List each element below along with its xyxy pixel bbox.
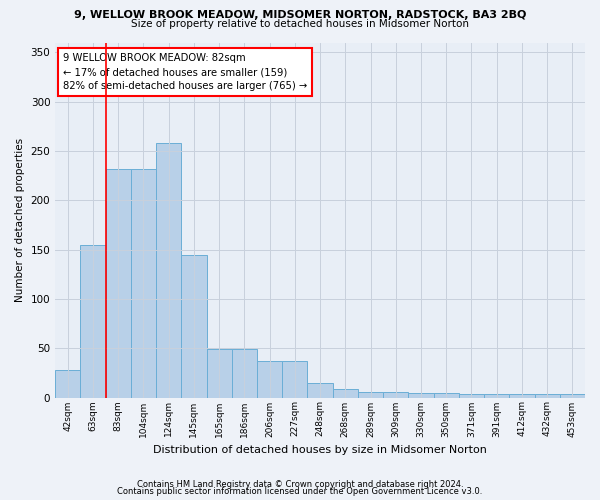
Text: Contains public sector information licensed under the Open Government Licence v3: Contains public sector information licen…: [118, 487, 482, 496]
Bar: [131, 168, 156, 398]
Bar: [509, 394, 535, 398]
Bar: [332, 388, 358, 398]
Bar: [535, 394, 560, 398]
Bar: [409, 392, 434, 398]
Bar: [459, 394, 484, 398]
Bar: [80, 244, 106, 398]
Text: 9 WELLOW BROOK MEADOW: 82sqm
← 17% of detached houses are smaller (159)
82% of s: 9 WELLOW BROOK MEADOW: 82sqm ← 17% of de…: [63, 53, 307, 91]
Text: Size of property relative to detached houses in Midsomer Norton: Size of property relative to detached ho…: [131, 19, 469, 29]
Bar: [282, 361, 307, 398]
Bar: [257, 361, 282, 398]
Bar: [55, 370, 80, 398]
Bar: [232, 349, 257, 398]
Bar: [484, 394, 509, 398]
Bar: [560, 394, 585, 398]
Bar: [206, 349, 232, 398]
Bar: [181, 254, 206, 398]
Y-axis label: Number of detached properties: Number of detached properties: [15, 138, 25, 302]
Bar: [307, 382, 332, 398]
Bar: [358, 392, 383, 398]
Bar: [156, 143, 181, 398]
Bar: [106, 168, 131, 398]
Text: Contains HM Land Registry data © Crown copyright and database right 2024.: Contains HM Land Registry data © Crown c…: [137, 480, 463, 489]
X-axis label: Distribution of detached houses by size in Midsomer Norton: Distribution of detached houses by size …: [153, 445, 487, 455]
Bar: [434, 392, 459, 398]
Text: 9, WELLOW BROOK MEADOW, MIDSOMER NORTON, RADSTOCK, BA3 2BQ: 9, WELLOW BROOK MEADOW, MIDSOMER NORTON,…: [74, 10, 526, 20]
Bar: [383, 392, 409, 398]
